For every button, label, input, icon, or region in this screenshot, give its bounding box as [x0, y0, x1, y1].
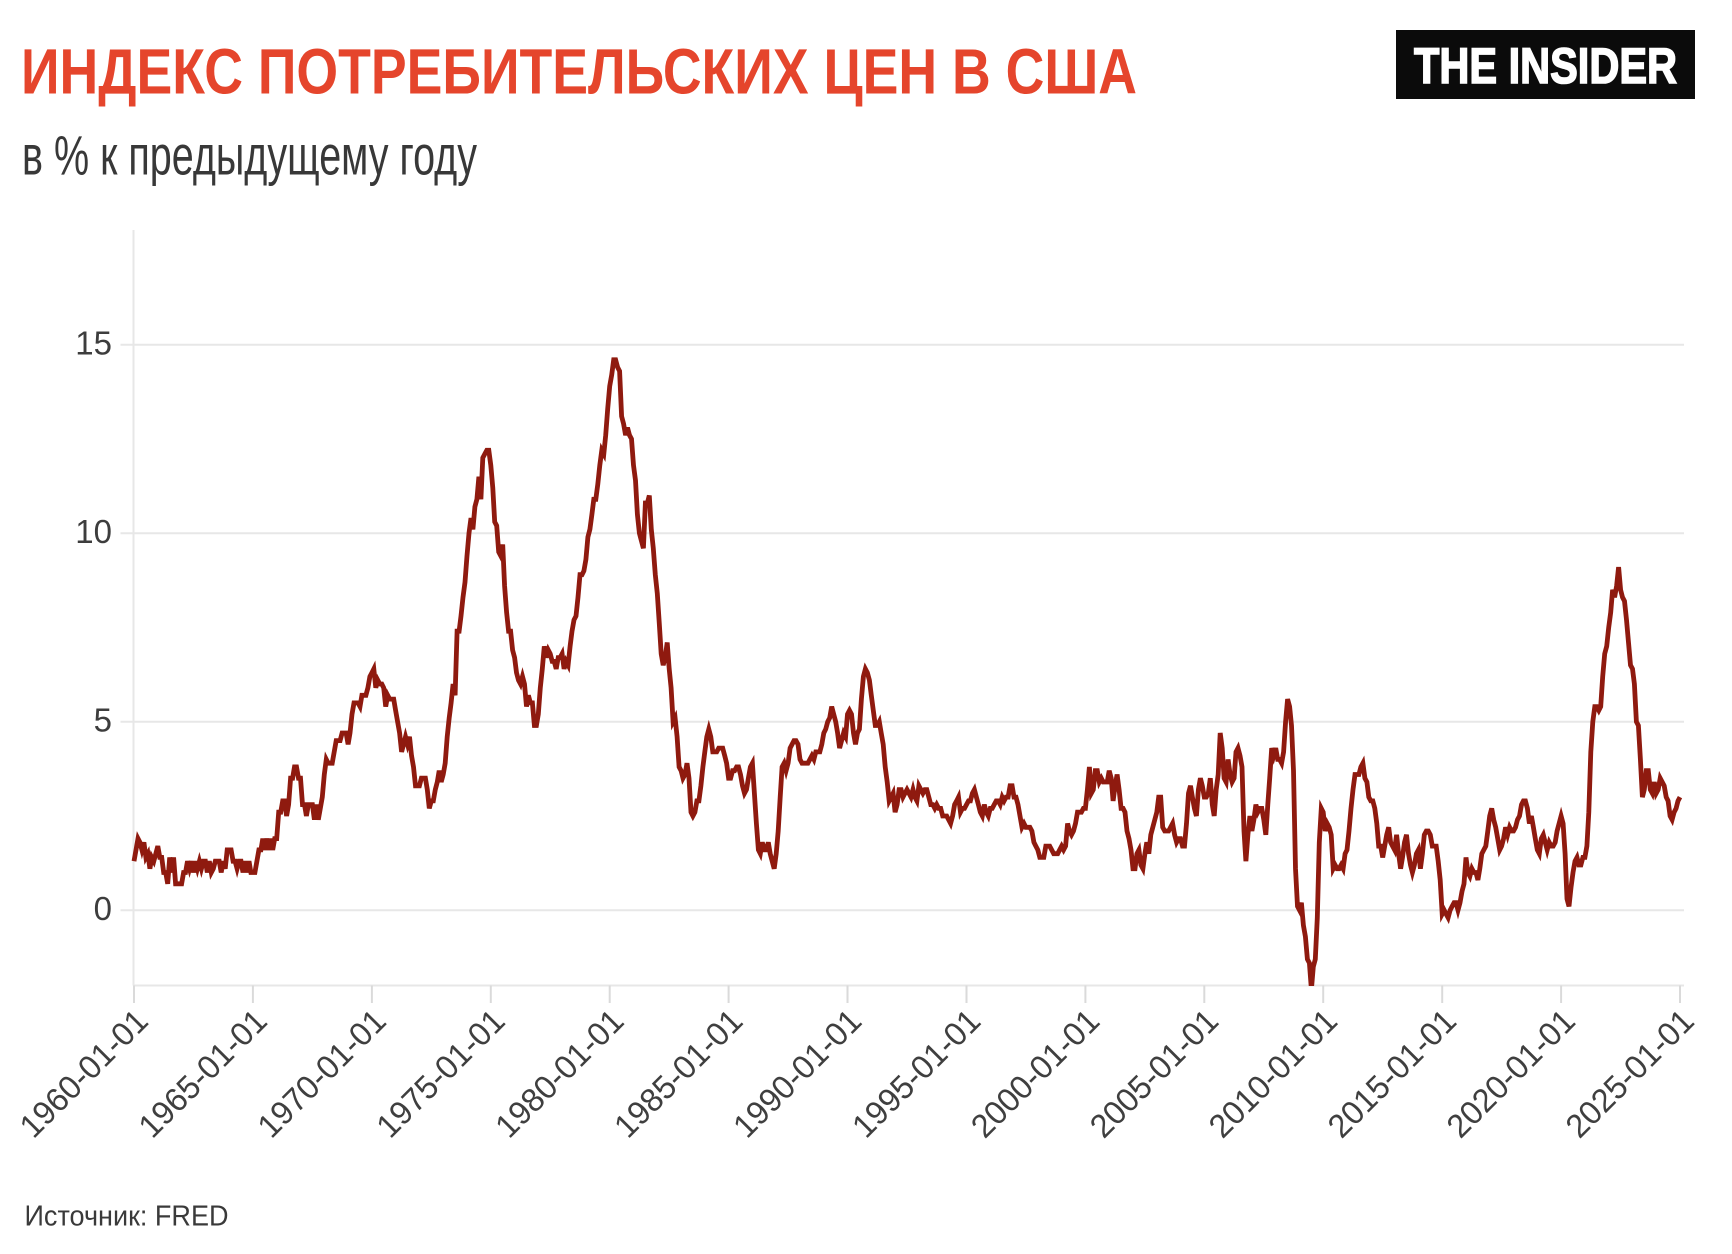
- svg-text:Источник: FRED: Источник: FRED: [25, 1201, 229, 1233]
- svg-text:ИНДЕКС ПОТРЕБИТЕЛЬСКИХ ЦЕН В С: ИНДЕКС ПОТРЕБИТЕЛЬСКИХ ЦЕН В США: [21, 36, 1137, 108]
- svg-text:0: 0: [94, 890, 112, 927]
- svg-text:15: 15: [75, 325, 112, 362]
- svg-text:5: 5: [94, 702, 112, 739]
- svg-text:10: 10: [75, 513, 112, 550]
- svg-text:в % к предыдущему году: в % к предыдущему году: [22, 124, 477, 187]
- svg-text:THE INSIDER: THE INSIDER: [1414, 38, 1677, 94]
